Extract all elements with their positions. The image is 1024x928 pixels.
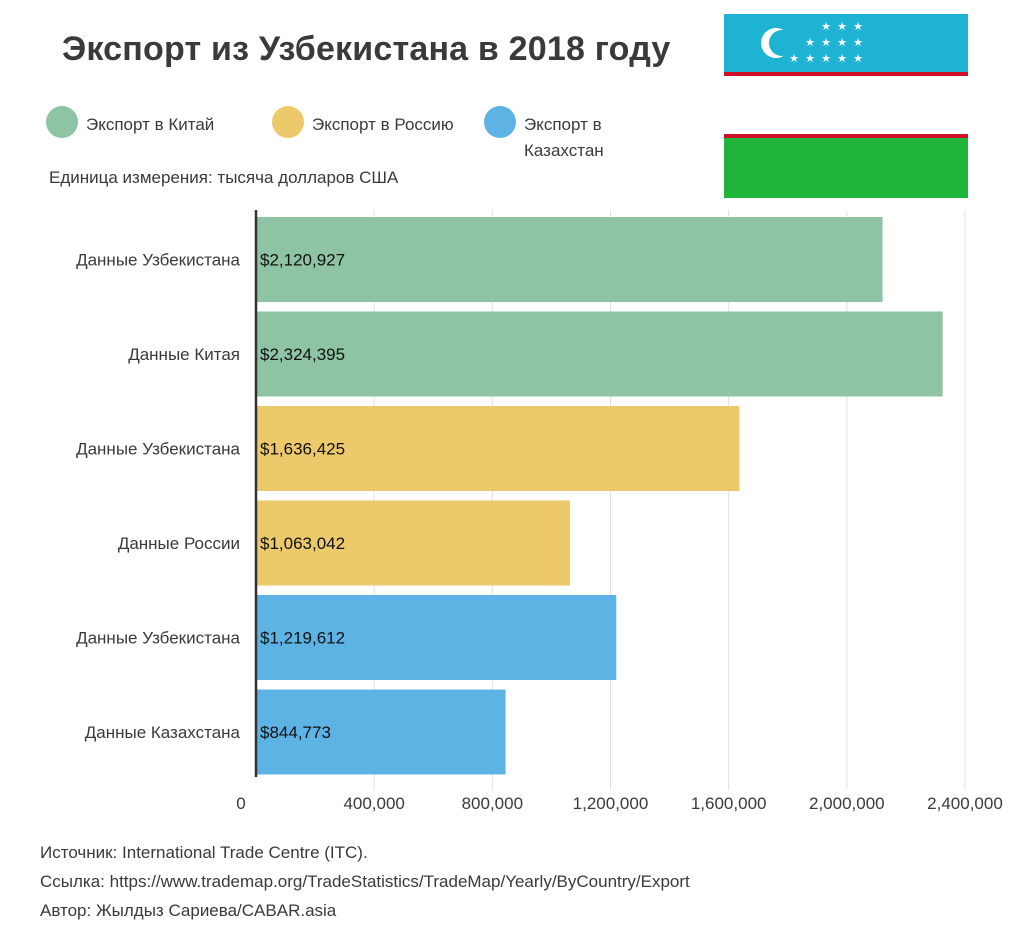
- legend-swatch: [484, 106, 516, 138]
- bar: [256, 500, 571, 586]
- category-label: Данные Казахстана: [85, 723, 241, 742]
- svg-text:★: ★: [837, 36, 847, 49]
- svg-text:★: ★: [853, 36, 863, 49]
- bar-value-label: $844,773: [260, 723, 331, 742]
- svg-text:★: ★: [821, 52, 831, 65]
- category-label: Данные России: [118, 534, 240, 553]
- x-tick-label: 400,000: [343, 794, 404, 813]
- svg-text:★: ★: [837, 20, 847, 33]
- bar-value-label: $2,324,395: [260, 345, 345, 364]
- x-tick-label: 2,400,000: [927, 794, 1003, 813]
- legend-label: Экспорт в Россию: [312, 115, 454, 134]
- bar: [256, 217, 883, 302]
- bar: [256, 406, 740, 491]
- bar-value-label: $1,636,425: [260, 440, 345, 459]
- link-text: Ссылка: https://www.trademap.org/TradeSt…: [40, 872, 690, 891]
- legend-swatch: [46, 106, 78, 138]
- author-text: Автор: Жылдыз Сариева/CABAR.asia: [40, 901, 337, 920]
- legend-item-kazakhstan: Экспорт в Казахстан: [484, 106, 634, 164]
- legend-label: Экспорт в Казахстан: [524, 115, 604, 160]
- bar-value-label: $2,120,927: [260, 251, 345, 270]
- category-label: Данные Китая: [128, 345, 240, 364]
- svg-text:★: ★: [821, 20, 831, 33]
- legend-item-russia: Экспорт в Россию: [272, 106, 454, 138]
- unit-label: Единица измерения: тысяча долларов США: [49, 168, 399, 187]
- svg-text:★: ★: [853, 52, 863, 65]
- svg-text:★: ★: [805, 36, 815, 49]
- svg-text:★: ★: [853, 20, 863, 33]
- bar: [256, 311, 943, 397]
- bar-value-label: $1,063,042: [260, 534, 345, 553]
- svg-text:★: ★: [789, 52, 799, 65]
- x-tick-label: 1,600,000: [691, 794, 767, 813]
- legend-item-china: Экспорт в Китай: [46, 106, 214, 138]
- svg-text:★: ★: [837, 52, 847, 65]
- legend-swatch: [272, 106, 304, 138]
- source-text: Источник: International Trade Centre (IT…: [40, 843, 368, 862]
- bar-value-label: $1,219,612: [260, 629, 345, 648]
- category-label: Данные Узбекистана: [76, 629, 240, 648]
- bar-chart: $2,120,927 Данные Узбекистана $2,324,395 Да…: [76, 210, 1003, 813]
- category-label: Данные Узбекистана: [76, 251, 240, 270]
- x-tick-label: 1,200,000: [573, 794, 649, 813]
- category-label: Данные Узбекистана: [76, 440, 240, 459]
- legend-label: Экспорт в Китай: [86, 115, 215, 134]
- uzbekistan-flag-icon: ★ ★ ★ ★ ★ ★ ★ ★ ★ ★ ★ ★: [724, 14, 968, 198]
- x-tick-label: 2,000,000: [809, 794, 885, 813]
- bar: [256, 689, 506, 775]
- page-title: Экспорт из Узбекистана в 2018 году: [62, 30, 671, 68]
- bar: [256, 595, 617, 680]
- x-tick-label: 0: [236, 794, 245, 813]
- x-tick-label: 800,000: [462, 794, 523, 813]
- svg-text:★: ★: [821, 36, 831, 49]
- svg-text:★: ★: [805, 52, 815, 65]
